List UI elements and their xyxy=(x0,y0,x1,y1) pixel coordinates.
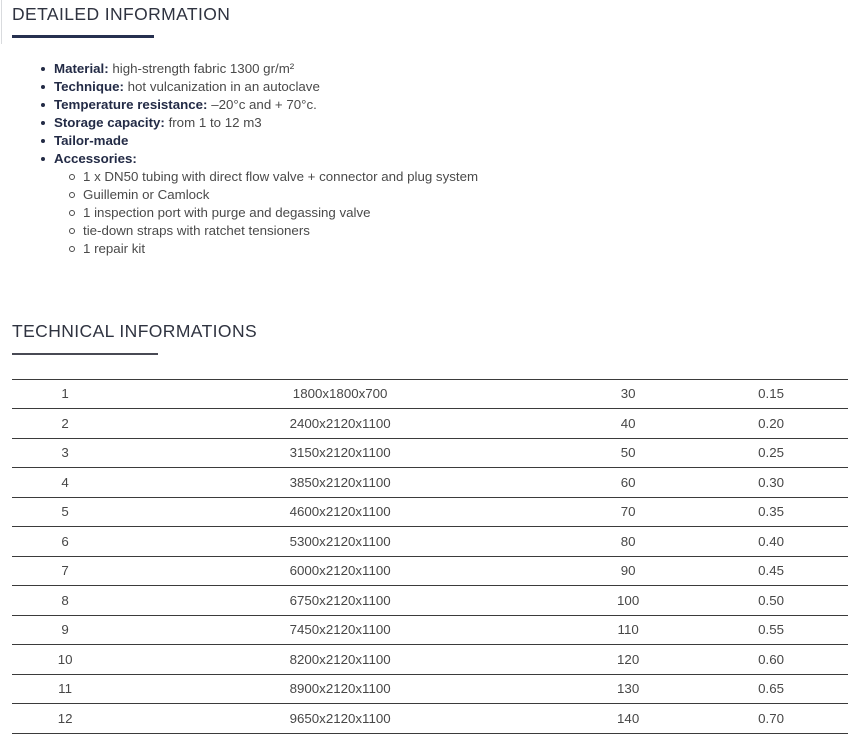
detailed-information-title: DETAILED INFORMATION xyxy=(12,4,231,24)
cell-weight: 70 xyxy=(562,496,695,527)
cell-volume: 0.60 xyxy=(694,644,848,674)
cell-volume: 0.65 xyxy=(694,673,848,704)
spec-item-storage: Storage capacity: from 1 to 12 m3 xyxy=(41,114,848,132)
table-row: 3 3150x2120x1100 50 0.25 xyxy=(12,437,848,468)
cell-index: 1 xyxy=(12,378,119,409)
table-row: 2 2400x2120x1100 40 0.20 xyxy=(12,408,848,438)
table-row: 4 3850x2120x1100 60 0.30 xyxy=(12,467,848,497)
cell-index: 12 xyxy=(12,703,119,733)
table-row: 11 8900x2120x1100 130 0.65 xyxy=(12,673,848,704)
cell-volume: 0.30 xyxy=(694,467,848,497)
cell-dimensions: 3850x2120x1100 xyxy=(118,467,563,497)
cell-index: 2 xyxy=(12,408,119,438)
cell-index: 8 xyxy=(12,585,119,615)
cell-weight: 100 xyxy=(562,585,695,615)
cell-index: 4 xyxy=(12,467,119,497)
spec-value: hot vulcanization in an autoclave xyxy=(127,79,320,94)
cell-dimensions: 8200x2120x1100 xyxy=(118,644,563,674)
technical-table: 1 1800x1800x700 30 0.15 2 2400x2120x1100 40 0.… xyxy=(12,378,848,734)
cell-volume: 0.50 xyxy=(694,585,848,615)
spec-list: Material: high-strength fabric 1300 gr/m… xyxy=(12,60,848,258)
spec-value: from 1 to 12 m3 xyxy=(168,115,262,130)
cell-volume: 0.35 xyxy=(694,496,848,527)
spec-label: Material: xyxy=(54,61,109,76)
cell-dimensions: 3150x2120x1100 xyxy=(118,437,563,468)
accessory-item: 1 repair kit xyxy=(69,240,848,258)
accessory-item: Guillemin or Camlock xyxy=(69,186,848,204)
spec-item-technique: Technique: hot vulcanization in an autoc… xyxy=(41,78,848,96)
cell-weight: 80 xyxy=(562,526,695,556)
technical-informations-section: TECHNICAL INFORMATIONS xyxy=(12,317,848,355)
table-row: 5 4600x2120x1100 70 0.35 xyxy=(12,496,848,527)
accessory-item: tie-down straps with ratchet tensioners xyxy=(69,222,848,240)
table-row: 6 5300x2120x1100 80 0.40 xyxy=(12,526,848,556)
cell-weight: 40 xyxy=(562,408,695,438)
cell-volume: 0.70 xyxy=(694,703,848,733)
table-row: 9 7450x2120x1100 110 0.55 xyxy=(12,614,848,645)
cell-index: 5 xyxy=(12,496,119,527)
cell-dimensions: 5300x2120x1100 xyxy=(118,526,563,556)
cell-dimensions: 6000x2120x1100 xyxy=(118,555,563,586)
cell-volume: 0.55 xyxy=(694,614,848,645)
cell-dimensions: 1800x1800x700 xyxy=(118,378,563,409)
accessories-list: 1 x DN50 tubing with direct flow valve +… xyxy=(54,168,848,258)
accessory-item: 1 x DN50 tubing with direct flow valve +… xyxy=(69,168,848,186)
spec-item-accessories: Accessories: 1 x DN50 tubing with direct… xyxy=(41,150,848,258)
cell-volume: 0.15 xyxy=(694,378,848,409)
table-row: 10 8200x2120x1100 120 0.60 xyxy=(12,644,848,674)
spec-item-tailor-made: Tailor-made xyxy=(41,132,848,150)
cell-weight: 50 xyxy=(562,437,695,468)
spec-label: Storage capacity: xyxy=(54,115,165,130)
cell-weight: 60 xyxy=(562,467,695,497)
table-row: 8 6750x2120x1100 100 0.50 xyxy=(12,585,848,615)
cell-dimensions: 6750x2120x1100 xyxy=(118,585,563,615)
spec-label: Technique: xyxy=(54,79,124,94)
spec-label: Accessories: xyxy=(54,151,137,166)
cell-volume: 0.20 xyxy=(694,408,848,438)
accessory-item: 1 inspection port with purge and degassi… xyxy=(69,204,848,222)
cell-index: 7 xyxy=(12,555,119,586)
detailed-information-section: DETAILED INFORMATION Material: high-stre… xyxy=(12,0,848,258)
table-row: 12 9650x2120x1100 140 0.70 xyxy=(12,703,848,733)
title-accent-underline xyxy=(12,35,154,38)
panel-left-border xyxy=(1,0,2,44)
cell-weight: 130 xyxy=(562,673,695,704)
cell-dimensions: 9650x2120x1100 xyxy=(118,703,563,733)
cell-dimensions: 2400x2120x1100 xyxy=(118,408,563,438)
cell-index: 9 xyxy=(12,614,119,645)
table-row: 7 6000x2120x1100 90 0.45 xyxy=(12,555,848,586)
technical-informations-title: TECHNICAL INFORMATIONS xyxy=(12,321,258,341)
cell-weight: 110 xyxy=(562,614,695,645)
table-row: 1 1800x1800x700 30 0.15 xyxy=(12,378,848,409)
technical-table-body: 1 1800x1800x700 30 0.15 2 2400x2120x1100 40 0.… xyxy=(12,378,848,733)
spec-label: Tailor-made xyxy=(54,133,129,148)
cell-index: 6 xyxy=(12,526,119,556)
cell-weight: 30 xyxy=(562,378,695,409)
cell-index: 3 xyxy=(12,437,119,468)
spec-item-material: Material: high-strength fabric 1300 gr/m… xyxy=(41,60,848,78)
cell-index: 10 xyxy=(12,644,119,674)
cell-weight: 140 xyxy=(562,703,695,733)
cell-weight: 120 xyxy=(562,644,695,674)
spec-value: –20°c and + 70°c. xyxy=(211,97,317,112)
cell-index: 11 xyxy=(12,673,119,704)
cell-volume: 0.45 xyxy=(694,555,848,586)
title-thin-underline xyxy=(12,353,158,355)
cell-volume: 0.40 xyxy=(694,526,848,556)
cell-volume: 0.25 xyxy=(694,437,848,468)
cell-dimensions: 8900x2120x1100 xyxy=(118,673,563,704)
cell-weight: 90 xyxy=(562,555,695,586)
cell-dimensions: 4600x2120x1100 xyxy=(118,496,563,527)
cell-dimensions: 7450x2120x1100 xyxy=(118,614,563,645)
spec-item-temperature: Temperature resistance: –20°c and + 70°c… xyxy=(41,96,848,114)
spec-label: Temperature resistance: xyxy=(54,97,208,112)
spec-value: high-strength fabric 1300 gr/m² xyxy=(112,61,295,76)
